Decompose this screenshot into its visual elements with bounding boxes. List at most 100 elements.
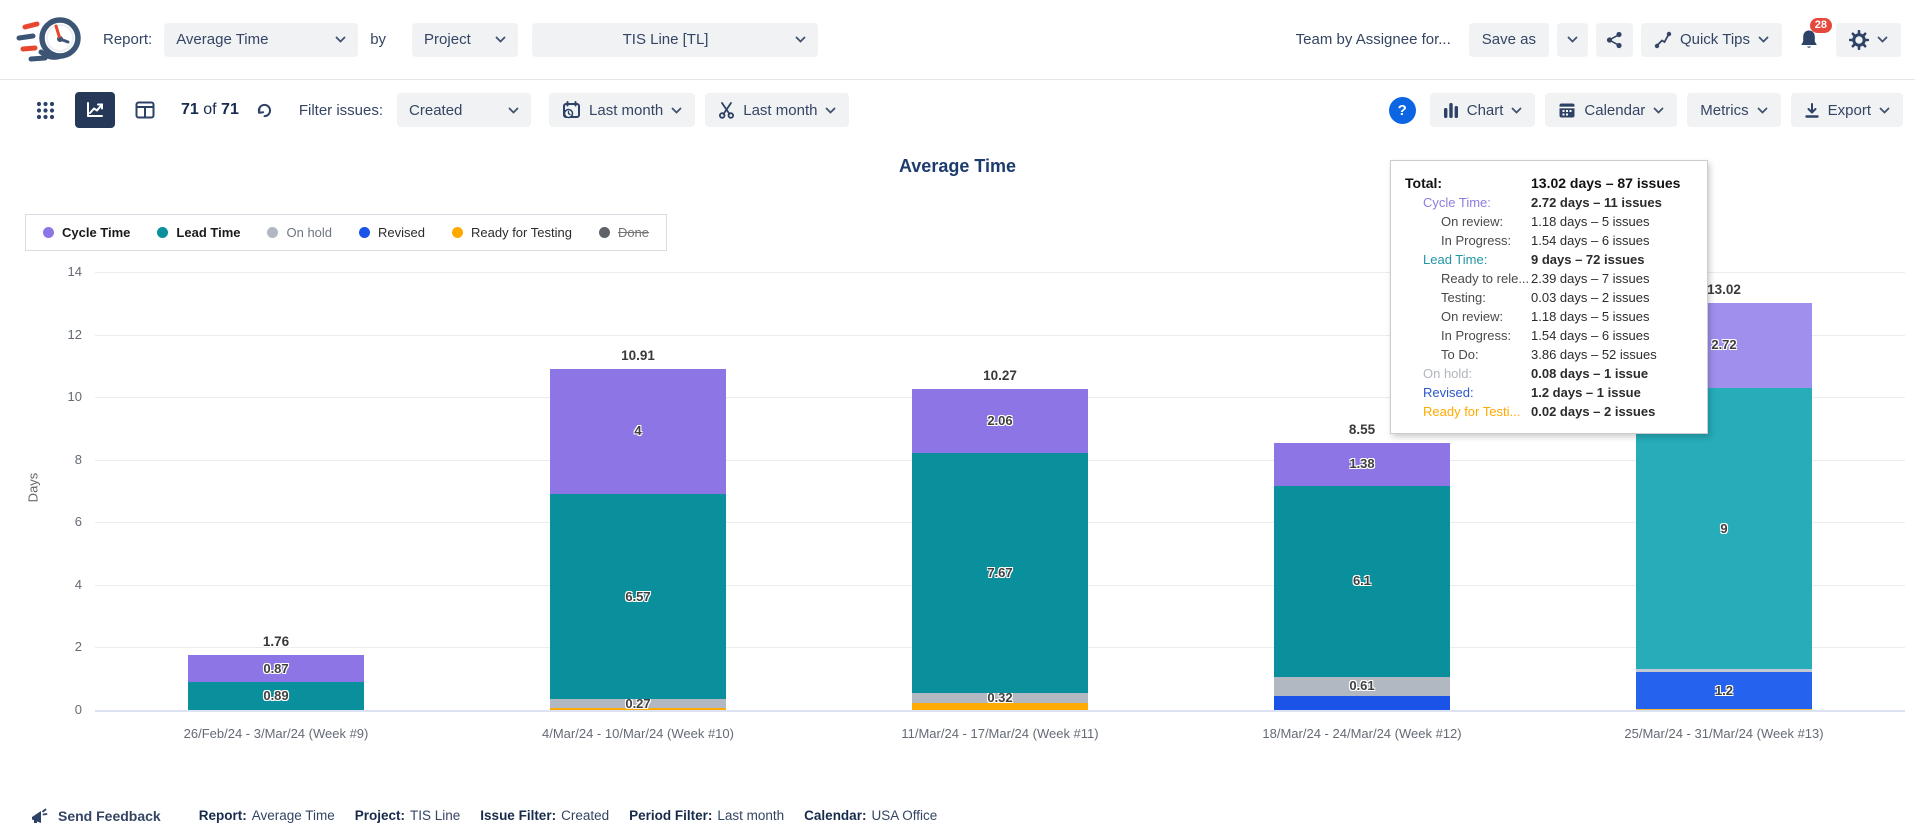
- bar-segment-cycle-time[interactable]: [550, 368, 726, 494]
- legend-dot: [157, 227, 169, 238]
- bar-segment-on-hold[interactable]: [1636, 669, 1812, 672]
- export-download-icon: [1804, 102, 1819, 118]
- header-right-group: Team by Assignee for... Save as Qui: [1295, 17, 1901, 60]
- legend-item-revised[interactable]: Revised: [359, 225, 425, 240]
- tooltip-row: Revised: 1.2 days – 1 issue: [1391, 383, 1707, 402]
- bar-segment-on-hold[interactable]: [1274, 676, 1450, 696]
- group-by-select[interactable]: Project: [412, 22, 519, 57]
- bar-segment-ready-for-testing[interactable]: [1636, 709, 1812, 710]
- bar-segment-ready-for-testing[interactable]: [550, 707, 726, 710]
- chevron-down-icon: [671, 107, 682, 114]
- chevron-down-icon: [495, 36, 506, 43]
- period-filter-button[interactable]: Last month: [549, 93, 696, 127]
- board-view-button[interactable]: [125, 92, 165, 128]
- toolbar-left-group: 71 of 71 Filter issues: Created: [25, 92, 850, 128]
- y-tick-label: 14: [67, 264, 82, 279]
- chart-tooltip: Total: 13.02 days – 87 issues Cycle Time: 2…: [1390, 160, 1708, 434]
- bar-segment-cycle-time[interactable]: [188, 654, 364, 683]
- notification-bell-icon: [1801, 30, 1817, 48]
- tooltip-row-label: Ready for Testi...: [1423, 404, 1521, 419]
- tooltip-row-value: 1.18 days – 5 issues: [1531, 214, 1650, 229]
- tooltip-row-value: 9 days – 72 issues: [1531, 252, 1645, 267]
- report-type-select[interactable]: Average Time: [164, 22, 359, 57]
- bar-segment-lead-time[interactable]: [188, 682, 364, 710]
- legend-item-on-hold[interactable]: On hold: [267, 225, 332, 240]
- chevron-down-icon: [1567, 36, 1578, 43]
- project-select[interactable]: TIS Line [TL]: [532, 22, 819, 57]
- report-label: Report:: [103, 31, 153, 48]
- bar-value-label: 1.2: [1714, 682, 1734, 698]
- chart-title: Average Time: [898, 156, 1017, 176]
- tooltip-row-label: On review:: [1441, 214, 1504, 229]
- chart-menu-button[interactable]: Chart: [1429, 93, 1536, 127]
- bar-segment-lead-time[interactable]: [1636, 387, 1812, 670]
- export-menu-button[interactable]: Export: [1790, 93, 1903, 127]
- bar-segment-ready-for-testing[interactable]: [912, 703, 1088, 710]
- legend-label: On hold: [286, 225, 333, 240]
- legend-item-cycle-time[interactable]: Cycle Time: [43, 225, 130, 240]
- y-tick-label: 4: [74, 576, 82, 592]
- y-tick-label: 10: [67, 389, 82, 405]
- legend-item-ready-for-testing[interactable]: Ready for Testing: [452, 225, 572, 240]
- saved-report-name[interactable]: Team by Assignee for...: [1295, 31, 1451, 48]
- refresh-button[interactable]: [251, 92, 279, 128]
- bar-segment-revised[interactable]: [1274, 695, 1450, 710]
- tooltip-row: Ready to rele... 2.39 days – 7 issues: [1391, 269, 1707, 288]
- calendar-menu-button[interactable]: Calendar: [1545, 93, 1678, 127]
- summary-label: Report:: [198, 808, 247, 823]
- legend-item-lead-time[interactable]: Lead Time: [157, 225, 240, 240]
- bar-value-label: 6.1: [1352, 573, 1372, 589]
- tooltip-row: On review: 1.18 days – 5 issues: [1391, 212, 1707, 231]
- bar-segment-cycle-time[interactable]: [912, 388, 1088, 454]
- notifications-button[interactable]: 28: [1790, 17, 1832, 60]
- tooltip-row-label: On hold:: [1423, 366, 1473, 381]
- issue-count: 71 of 71: [181, 101, 239, 119]
- bar-segment-lead-time[interactable]: [550, 493, 726, 700]
- tooltip-row-value: 1.18 days – 5 issues: [1531, 309, 1650, 324]
- workweek-filter-button[interactable]: Last month: [705, 93, 850, 127]
- quick-tips-button[interactable]: Quick Tips: [1640, 22, 1782, 57]
- grid-icon: [36, 101, 54, 119]
- route-icon: [1654, 31, 1672, 48]
- summary-pair: Calendar: USA Office: [804, 808, 937, 823]
- chart-view-button[interactable]: [75, 92, 115, 128]
- bar-value-label: 0.61: [1349, 678, 1375, 694]
- send-feedback-button[interactable]: Send Feedback: [30, 807, 161, 825]
- group-by-value: Project: [424, 31, 471, 48]
- legend-item-done[interactable]: Done: [598, 225, 649, 240]
- line-chart-icon: [87, 102, 103, 117]
- tooltip-row-label: To Do:: [1441, 347, 1479, 362]
- bar-total-label: 13.02: [1707, 281, 1741, 297]
- export-menu-label: Export: [1827, 101, 1871, 119]
- summary-pair: Period Filter: Last month: [629, 808, 784, 823]
- summary-pair: Report: Average Time: [199, 808, 335, 823]
- share-button[interactable]: [1595, 22, 1633, 57]
- tooltip-row-value: 2.72 days – 11 issues: [1531, 195, 1662, 210]
- bar-segment-on-hold[interactable]: [550, 699, 726, 708]
- bar-segment-lead-time[interactable]: [912, 453, 1088, 694]
- metrics-menu-button[interactable]: Metrics: [1687, 93, 1781, 127]
- calendar-menu-label: Calendar: [1584, 101, 1646, 119]
- grid-view-button[interactable]: [25, 92, 65, 128]
- bar-segment-cycle-time[interactable]: [1274, 442, 1450, 486]
- bar-segment-lead-time[interactable]: [1274, 485, 1450, 677]
- bar-segment-on-hold[interactable]: [912, 693, 1088, 704]
- legend-dot: [267, 227, 279, 238]
- bar-segment-revised[interactable]: [1636, 671, 1812, 710]
- calendar-clock-icon: [563, 100, 581, 118]
- legend-label: Ready for Testing: [471, 225, 572, 240]
- send-feedback-label: Send Feedback: [58, 807, 161, 824]
- tooltip-row-value: 1.54 days – 6 issues: [1531, 328, 1650, 343]
- help-button[interactable]: ?: [1388, 96, 1416, 124]
- tooltip-row: On hold: 0.08 days – 1 issue: [1391, 364, 1707, 383]
- bar-value-label: 2.72: [1711, 337, 1737, 353]
- tooltip-row-value: 2.39 days – 7 issues: [1531, 271, 1650, 286]
- settings-button[interactable]: [1836, 22, 1901, 57]
- save-as-button[interactable]: Save as: [1468, 22, 1549, 57]
- megaphone-icon: [32, 808, 48, 823]
- issue-filter-select[interactable]: Created: [397, 93, 532, 127]
- save-as-menu-button[interactable]: [1556, 22, 1588, 57]
- y-tick-label: 8: [74, 451, 82, 467]
- summary-value: Average Time: [251, 808, 335, 823]
- tooltip-row: Testing: 0.03 days – 2 issues: [1391, 288, 1707, 307]
